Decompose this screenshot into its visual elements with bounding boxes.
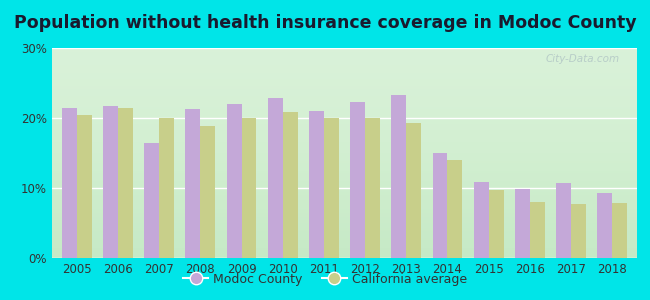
Text: Population without health insurance coverage in Modoc County: Population without health insurance cove…	[14, 14, 636, 32]
Bar	[159, 118, 174, 258]
Bar	[103, 106, 118, 258]
Bar	[227, 104, 242, 258]
Bar	[268, 98, 283, 258]
Bar	[77, 115, 92, 258]
Bar	[556, 183, 571, 258]
Bar	[200, 126, 215, 258]
Legend: Modoc County, California average: Modoc County, California average	[178, 268, 472, 291]
Bar	[571, 204, 586, 258]
Bar	[118, 107, 133, 258]
Bar	[406, 123, 421, 258]
Bar	[612, 203, 627, 258]
Bar	[350, 102, 365, 258]
Bar	[309, 111, 324, 258]
Bar	[433, 153, 447, 258]
Bar	[242, 118, 256, 258]
Bar	[391, 95, 406, 258]
Bar	[365, 118, 380, 258]
Bar	[324, 118, 339, 258]
Bar	[530, 202, 545, 258]
Bar	[185, 109, 200, 258]
Bar	[447, 160, 462, 258]
Bar	[474, 182, 489, 258]
Bar	[283, 112, 298, 258]
Bar	[62, 107, 77, 258]
Bar	[515, 189, 530, 258]
Bar	[597, 193, 612, 258]
Bar	[489, 190, 504, 258]
Bar	[144, 142, 159, 258]
Text: City-Data.com: City-Data.com	[545, 54, 619, 64]
